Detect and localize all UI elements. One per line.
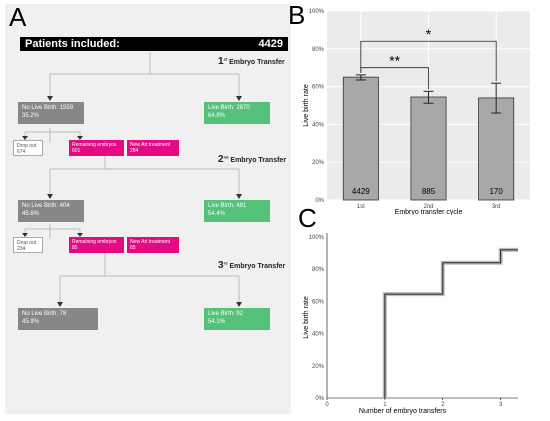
- significance-label: **: [389, 53, 400, 69]
- new-art-treatment-2: New Art treatment 85: [127, 237, 179, 253]
- no-live-birth-2: No Live Birth: 404 45.6%: [18, 200, 84, 222]
- y-tick-label: 0%: [315, 396, 324, 402]
- bar-chart: 0%20%40%60%80%100%44291st8852nd1703rd***…: [303, 9, 530, 215]
- remaining-embryos-1: Remaining embryos 601: [69, 140, 124, 156]
- bar: [478, 97, 515, 201]
- y-tick-label: 0%: [315, 198, 324, 204]
- no-live-birth-1: No Live Birth: 1559 35.2%: [18, 102, 84, 124]
- y-tick-label: 20%: [312, 160, 325, 166]
- new-art-treatment-1: New Art treatment 284: [127, 140, 179, 156]
- significance-label: *: [426, 26, 432, 42]
- header-label: Patients included:: [25, 38, 120, 50]
- significance-bracket: [360, 40, 497, 82]
- x-tick-label: 1: [383, 402, 387, 408]
- bar-count-label: 170: [489, 187, 503, 196]
- x-axis-title: Number of embryo transfers: [359, 408, 447, 415]
- y-tick-label: 100%: [309, 235, 325, 241]
- flowchart-panel: A Patients included: 4429 1st Embryo Tra…: [5, 2, 291, 414]
- header-value: 4429: [258, 38, 283, 50]
- y-tick-label: 80%: [312, 267, 325, 273]
- panel-c-label: C: [298, 203, 317, 233]
- y-tick-label: 40%: [312, 122, 325, 128]
- transfer-3-label: 3rd Embryo Transfer: [218, 260, 286, 271]
- y-tick-label: 80%: [312, 47, 325, 53]
- no-live-birth-3: No Live Birth: 78 45.9%: [18, 308, 98, 330]
- live-birth-3: Live Birth: 92 54.1%: [204, 308, 270, 330]
- transfer-1-label: 1st Embryo Transfer: [218, 56, 285, 67]
- y-tick-label: 20%: [312, 364, 325, 370]
- y-axis-title: Live birth rate: [303, 296, 310, 339]
- bar-count-label: 885: [422, 187, 436, 196]
- step-chart: 0% 20% 40% 60% 80% 100% 0 1 2 3 Number of embryo t…: [303, 233, 518, 415]
- y-tick-label: 60%: [312, 85, 325, 91]
- x-tick-label: 2: [441, 402, 445, 408]
- x-tick-label: 0: [325, 402, 329, 408]
- x-tick-label: 1st: [357, 204, 365, 210]
- x-axis-title: Embryo transfer cycle: [395, 209, 463, 215]
- transfer-2-label: 2nd Embryo Transfer: [218, 154, 287, 165]
- panel-a-label: A: [9, 2, 27, 32]
- confidence-band: [382, 247, 518, 398]
- flowchart-connectors: [22, 52, 242, 307]
- bar-count-label: 4429: [352, 187, 370, 196]
- survival-step-line: [384, 249, 518, 398]
- y-axis-title: Live birth rate: [303, 84, 310, 127]
- panel-b-label: B: [288, 0, 306, 30]
- x-tick-label: 3: [499, 402, 503, 408]
- drop-out-1: Drop out 674: [13, 140, 43, 156]
- bar: [410, 96, 447, 201]
- y-tick-label: 60%: [312, 299, 325, 305]
- live-birth-2: Live Birth: 481 54.4%: [204, 200, 270, 222]
- y-tick-label: 40%: [312, 332, 325, 338]
- bar: [342, 76, 379, 201]
- live-birth-1: Live Birth: 2870 64.8%: [204, 102, 270, 124]
- x-tick-label: 3rd: [492, 204, 501, 210]
- remaining-embryos-2: Remaining embryos 85: [69, 237, 124, 253]
- x-tick-label: 2nd: [423, 204, 433, 210]
- y-tick-label: 100%: [309, 9, 325, 15]
- drop-out-2: Drop out 234: [13, 237, 43, 253]
- patients-included-header: Patients included: 4429: [20, 37, 288, 51]
- significance-bracket: [360, 67, 429, 90]
